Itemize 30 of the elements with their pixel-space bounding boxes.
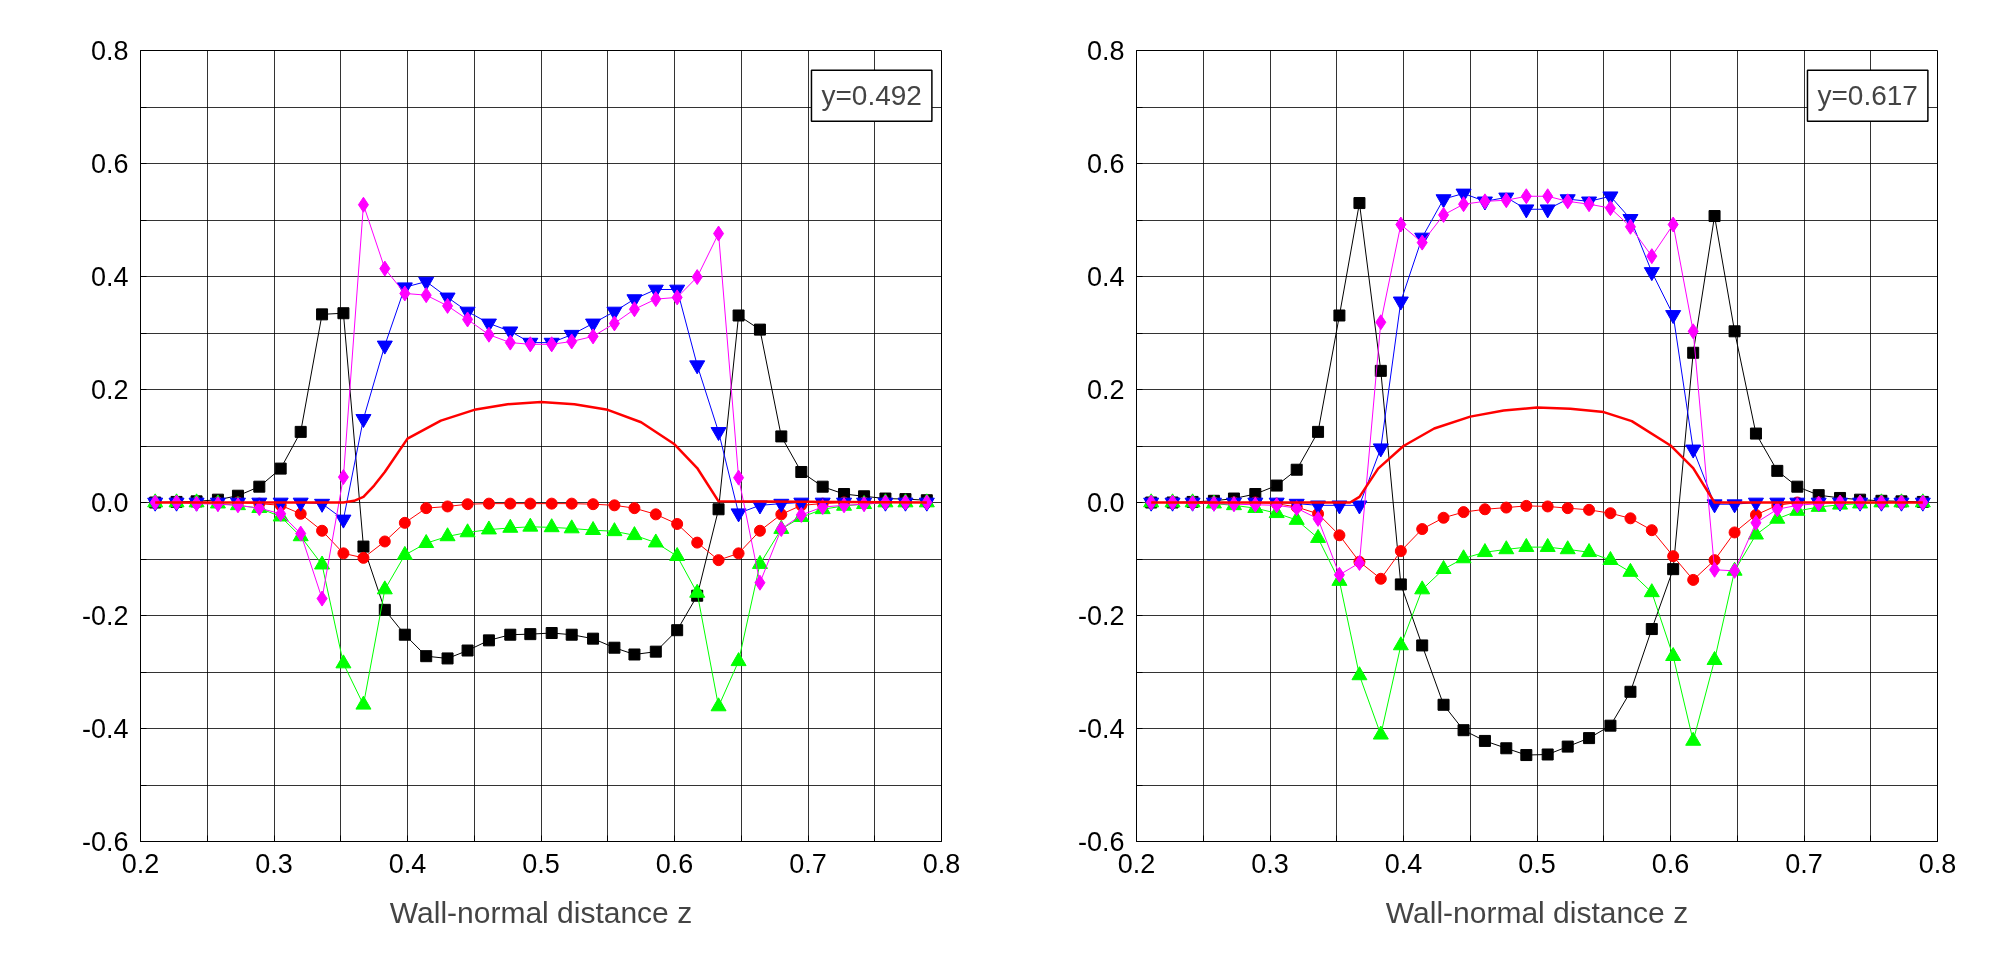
x-tick-label: 0.7 bbox=[1785, 848, 1823, 879]
x-axis-title: Wall-normal distance z bbox=[389, 895, 693, 929]
annotation: y=0.492 bbox=[821, 80, 922, 112]
y-tick-label: 0.6 bbox=[1086, 149, 1125, 179]
y-tick-label: 0.4 bbox=[90, 262, 129, 292]
x-tick-label: 0.6 bbox=[655, 848, 694, 879]
y-tick-label: 0.8 bbox=[90, 36, 129, 66]
x-tick-label: 0.7 bbox=[789, 848, 827, 879]
x-tick-label: 0.4 bbox=[388, 848, 427, 879]
y-tick-label: 0.8 bbox=[1086, 36, 1125, 66]
y-tick-label: 0.2 bbox=[1086, 375, 1125, 405]
y-tick-label: -0.4 bbox=[81, 714, 129, 744]
y-tick-label: 0.6 bbox=[90, 149, 129, 179]
x-tick-label: 0.3 bbox=[255, 848, 293, 879]
x-tick-label: 0.6 bbox=[1651, 848, 1690, 879]
x-tick-label: 0.8 bbox=[922, 848, 961, 879]
y-tick-label: 0.4 bbox=[1086, 262, 1125, 292]
y-tick-label: -0.2 bbox=[81, 601, 129, 631]
x-tick-label: 0.8 bbox=[1918, 848, 1957, 879]
x-tick-label: 0.3 bbox=[1251, 848, 1289, 879]
y-tick-label: 0.0 bbox=[1086, 488, 1125, 518]
x-axis-title: Wall-normal distance z bbox=[1385, 895, 1689, 929]
x-tick-label: 0.4 bbox=[1384, 848, 1423, 879]
y-tick-label: 0.2 bbox=[90, 375, 129, 405]
x-tick-label: 0.5 bbox=[1518, 848, 1556, 879]
y-tick-label: -0.4 bbox=[1077, 714, 1125, 744]
x-tick-label: 0.5 bbox=[522, 848, 560, 879]
y-tick-label: 0.0 bbox=[90, 488, 129, 518]
annotation: y=0.617 bbox=[1817, 80, 1918, 112]
y-tick-label: -0.2 bbox=[1077, 601, 1125, 631]
